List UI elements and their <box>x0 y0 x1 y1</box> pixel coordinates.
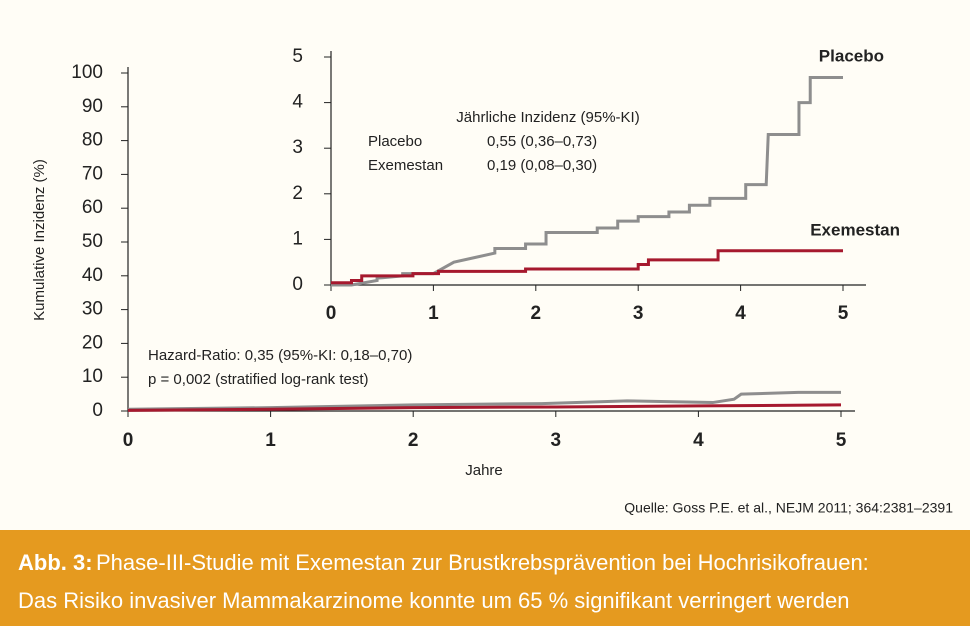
series-label: Exemestan <box>810 220 900 239</box>
y-tick-label: 4 <box>292 92 303 113</box>
y-tick-label: 30 <box>82 299 103 320</box>
y-tick-label: 40 <box>82 265 103 286</box>
y-tick-label: 70 <box>82 163 103 184</box>
caption-line: Phase-III-Studie mit Exemestan zur Brust… <box>96 550 869 575</box>
x-tick-label: 5 <box>838 303 849 324</box>
annotation: Hazard-Ratio: 0,35 (95%-KI: 0,18–0,70) <box>148 347 412 364</box>
series-line <box>127 390 841 411</box>
caption-line: Das Risiko invasiver Mammakarzinome konn… <box>18 588 849 613</box>
y-tick-label: 50 <box>82 231 103 252</box>
y-tick-label: 20 <box>82 332 103 353</box>
table-title: Jährliche Inzidenz (95%-KI) <box>456 109 639 126</box>
series-line <box>331 249 843 285</box>
y-tick-label: 80 <box>82 130 103 151</box>
table-cell: Placebo <box>368 133 422 150</box>
series-line <box>127 403 842 412</box>
series-label: Placebo <box>819 46 884 65</box>
x-tick-label: 0 <box>123 430 134 451</box>
y-tick-label: 0 <box>92 400 103 421</box>
y-tick-label: 100 <box>71 62 103 83</box>
y-tick-label: 1 <box>292 228 303 249</box>
x-tick-label: 1 <box>265 430 276 451</box>
x-tick-label: 2 <box>408 430 419 451</box>
table-cell: Exemestan <box>368 157 443 174</box>
caption-band <box>0 530 970 626</box>
x-tick-label: 1 <box>428 303 439 324</box>
x-tick-label: 0 <box>326 303 337 324</box>
x-tick-label: 5 <box>836 430 847 451</box>
x-tick-label: 3 <box>551 430 562 451</box>
y-tick-label: 60 <box>82 197 103 218</box>
x-tick-label: 3 <box>633 303 644 324</box>
caption-label: Abb. 3: <box>18 550 93 575</box>
y-axis-title: Kumulative Inzidenz (%) <box>31 159 48 321</box>
chart-background <box>0 0 970 530</box>
table-cell: 0,55 (0,36–0,73) <box>487 133 597 150</box>
y-tick-label: 0 <box>292 274 303 295</box>
y-tick-label: 90 <box>82 96 103 117</box>
table-cell: 0,19 (0,08–0,30) <box>487 157 597 174</box>
y-tick-label: 10 <box>82 366 103 387</box>
x-tick-label: 4 <box>735 303 746 324</box>
x-tick-label: 2 <box>531 303 542 324</box>
annotation: p = 0,002 (stratified log-rank test) <box>148 371 369 388</box>
source: Quelle: Goss P.E. et al., NEJM 2011; 364… <box>624 500 953 516</box>
y-tick-label: 3 <box>292 137 303 158</box>
y-tick-label: 2 <box>292 183 303 204</box>
x-tick-label: 4 <box>693 430 704 451</box>
y-tick-label: 5 <box>292 46 303 67</box>
x-axis-title: Jahre <box>465 462 503 479</box>
